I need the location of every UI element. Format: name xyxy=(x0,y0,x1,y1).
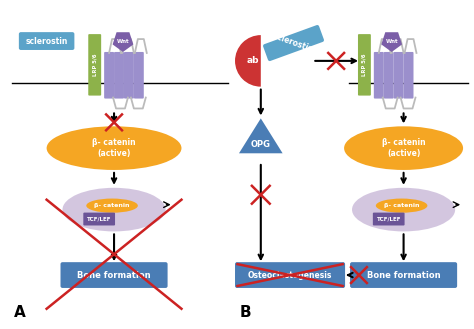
Text: β- catenin: β- catenin xyxy=(384,203,419,208)
Text: β- catenin
(active): β- catenin (active) xyxy=(92,139,136,158)
Ellipse shape xyxy=(86,199,138,213)
Text: TCF/LEF: TCF/LEF xyxy=(87,216,111,221)
FancyBboxPatch shape xyxy=(61,262,168,288)
Text: A: A xyxy=(14,305,26,320)
Text: β- catenin: β- catenin xyxy=(94,203,130,208)
FancyBboxPatch shape xyxy=(350,262,457,288)
Text: β- catenin
(active): β- catenin (active) xyxy=(382,139,425,158)
Ellipse shape xyxy=(376,199,428,213)
Ellipse shape xyxy=(46,126,182,170)
Text: LRP 5/6: LRP 5/6 xyxy=(362,54,367,76)
Text: LRP 5/6: LRP 5/6 xyxy=(92,54,97,76)
Text: sclerostin: sclerostin xyxy=(272,32,315,55)
Text: Osteoclastogenesis: Osteoclastogenesis xyxy=(248,270,332,280)
Text: Bone formation: Bone formation xyxy=(367,270,440,280)
FancyBboxPatch shape xyxy=(263,25,324,61)
Text: TCF/LEF: TCF/LEF xyxy=(376,216,401,221)
Text: Wnt: Wnt xyxy=(385,38,398,43)
Ellipse shape xyxy=(344,126,463,170)
FancyBboxPatch shape xyxy=(403,52,413,99)
Text: Bone formation: Bone formation xyxy=(77,270,151,280)
FancyBboxPatch shape xyxy=(373,213,405,225)
FancyBboxPatch shape xyxy=(134,52,144,99)
FancyBboxPatch shape xyxy=(394,52,403,99)
Ellipse shape xyxy=(63,188,165,231)
Wedge shape xyxy=(235,35,261,87)
Ellipse shape xyxy=(352,188,455,231)
FancyBboxPatch shape xyxy=(88,34,101,96)
FancyBboxPatch shape xyxy=(114,52,124,99)
Polygon shape xyxy=(239,118,283,153)
FancyBboxPatch shape xyxy=(358,34,371,96)
Text: sclerostin: sclerostin xyxy=(26,37,68,45)
FancyBboxPatch shape xyxy=(374,52,384,99)
Text: ab: ab xyxy=(246,56,259,65)
FancyBboxPatch shape xyxy=(384,52,394,99)
FancyBboxPatch shape xyxy=(83,213,115,225)
FancyBboxPatch shape xyxy=(19,32,74,50)
Text: OPG: OPG xyxy=(251,140,271,149)
FancyBboxPatch shape xyxy=(235,262,345,288)
Text: B: B xyxy=(240,305,252,320)
Text: Wnt: Wnt xyxy=(117,38,129,43)
FancyBboxPatch shape xyxy=(104,52,114,99)
FancyBboxPatch shape xyxy=(124,52,134,99)
